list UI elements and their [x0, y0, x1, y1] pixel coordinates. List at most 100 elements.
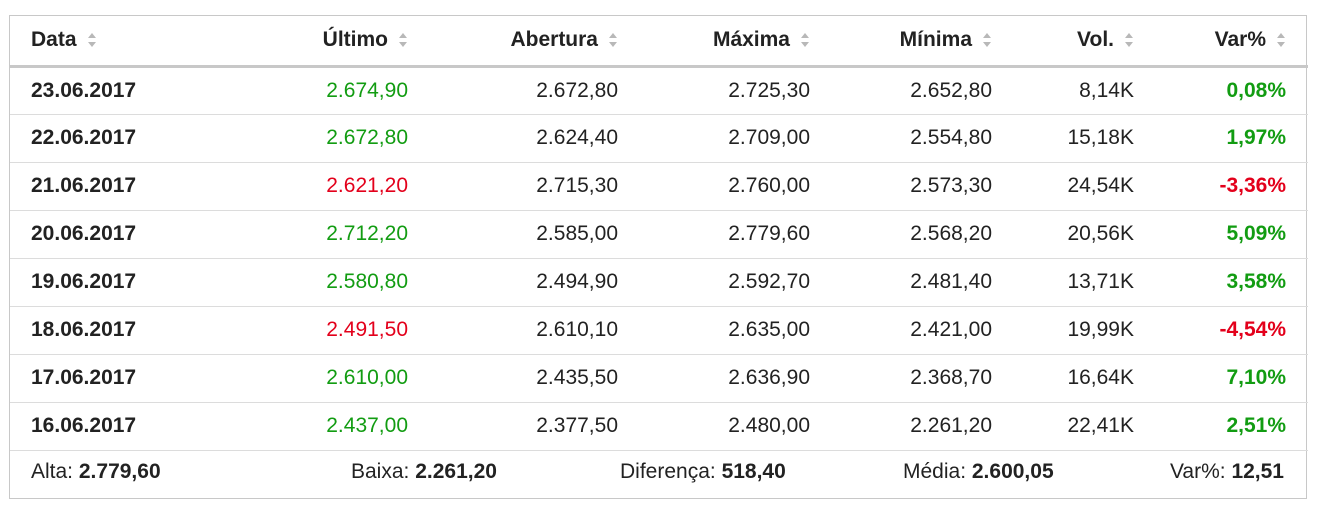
sort-updown-icon[interactable]	[608, 32, 618, 48]
column-header-label: Vol.	[1077, 28, 1114, 52]
table-header-row: Data Último Abertura Máxima Mínima Vol. …	[10, 16, 1308, 68]
summary-var: Var%: 12,51	[1170, 460, 1284, 484]
cell-date: 17.06.2017	[31, 366, 137, 389]
summary-diff: Diferença: 518,40	[620, 460, 786, 484]
column-header-label: Máxima	[712, 28, 790, 52]
table-row: 17.06.2017 2.610,00 2.435,50 2.636,90 2.368,…	[10, 354, 1308, 402]
cell-open: 2.624,40	[536, 126, 618, 149]
cell-low: 2.421,00	[910, 318, 992, 341]
column-header-low[interactable]: Mínima	[832, 16, 1014, 68]
table-row: 21.06.2017 2.621,20 2.715,30 2.760,00 2.573,…	[10, 162, 1308, 210]
cell-high: 2.592,70	[728, 270, 810, 293]
summary-avg-label: Média:	[903, 459, 967, 483]
column-header-vol[interactable]: Vol.	[1014, 16, 1156, 68]
cell-vol: 19,99K	[1067, 318, 1134, 341]
summary-low-value: 2.261,20	[415, 459, 497, 483]
summary-high-label: Alta:	[31, 459, 74, 483]
cell-last: 2.437,00	[326, 414, 408, 437]
cell-last: 2.610,00	[326, 366, 408, 389]
column-header-high[interactable]: Máxima	[640, 16, 832, 68]
cell-var: 0,08%	[1226, 78, 1286, 102]
cell-low: 2.261,20	[910, 414, 992, 437]
column-header-label: Mínima	[899, 28, 972, 52]
cell-vol: 20,56K	[1067, 222, 1134, 245]
column-header-open[interactable]: Abertura	[430, 16, 640, 68]
cell-var: -4,54%	[1219, 318, 1286, 341]
cell-open: 2.610,10	[536, 318, 618, 341]
cell-high: 2.480,00	[728, 414, 810, 437]
table-row: 20.06.2017 2.712,20 2.585,00 2.779,60 2.568,…	[10, 210, 1308, 258]
table-row: 19.06.2017 2.580,80 2.494,90 2.592,70 2.481,…	[10, 258, 1308, 306]
column-header-last[interactable]: Último	[200, 16, 430, 68]
table-body: 23.06.2017 2.674,90 2.672,80 2.725,30 2.652,…	[10, 66, 1308, 450]
cell-open: 2.494,90	[536, 270, 618, 293]
cell-var: 5,09%	[1226, 222, 1286, 245]
sort-updown-icon[interactable]	[398, 32, 408, 48]
cell-high: 2.725,30	[728, 78, 810, 102]
historical-data-table: Data Último Abertura Máxima Mínima Vol. …	[10, 16, 1308, 451]
cell-low: 2.568,20	[910, 222, 992, 245]
cell-last: 2.712,20	[326, 222, 408, 245]
summary-high: Alta: 2.779,60	[31, 460, 161, 484]
table-row: 16.06.2017 2.437,00 2.377,50 2.480,00 2.261,…	[10, 402, 1308, 450]
sort-updown-icon[interactable]	[800, 32, 810, 48]
summary-var-value: 12,51	[1231, 459, 1284, 483]
summary-bar: Alta: 2.779,60 Baixa: 2.261,20 Diferença…	[10, 451, 1306, 496]
sort-updown-icon[interactable]	[982, 32, 992, 48]
cell-vol: 13,71K	[1067, 270, 1134, 293]
cell-date: 22.06.2017	[31, 126, 137, 149]
summary-diff-value: 518,40	[721, 459, 786, 483]
summary-low: Baixa: 2.261,20	[351, 460, 497, 484]
table-row: 18.06.2017 2.491,50 2.610,10 2.635,00 2.421,…	[10, 306, 1308, 354]
cell-high: 2.709,00	[728, 126, 810, 149]
cell-vol: 24,54K	[1067, 174, 1134, 197]
cell-open: 2.435,50	[536, 366, 618, 389]
column-header-date[interactable]: Data	[10, 16, 200, 68]
column-header-label: Abertura	[510, 28, 598, 52]
summary-avg: Média: 2.600,05	[903, 460, 1054, 484]
summary-avg-value: 2.600,05	[971, 459, 1054, 483]
sort-updown-icon[interactable]	[87, 32, 97, 48]
cell-open: 2.715,30	[536, 174, 618, 197]
cell-date: 21.06.2017	[31, 174, 137, 197]
cell-last: 2.580,80	[326, 270, 408, 293]
cell-var: -3,36%	[1219, 174, 1286, 197]
cell-date: 16.06.2017	[31, 414, 137, 437]
cell-last: 2.674,90	[326, 78, 408, 102]
cell-date: 20.06.2017	[31, 222, 137, 245]
column-header-label: Último	[322, 28, 388, 52]
cell-open: 2.377,50	[536, 414, 618, 437]
cell-last: 2.621,20	[326, 174, 408, 197]
column-header-label: Var%	[1214, 28, 1266, 52]
cell-last: 2.491,50	[326, 318, 408, 341]
cell-date: 19.06.2017	[31, 270, 137, 293]
summary-diff-label: Diferença:	[620, 459, 716, 483]
cell-date: 18.06.2017	[31, 318, 137, 341]
summary-low-label: Baixa:	[351, 459, 410, 483]
sort-updown-icon[interactable]	[1124, 32, 1134, 48]
cell-date: 23.06.2017	[31, 78, 137, 102]
table-row: 22.06.2017 2.672,80 2.624,40 2.709,00 2.554,…	[10, 114, 1308, 162]
cell-low: 2.554,80	[910, 126, 992, 149]
cell-var: 2,51%	[1226, 414, 1286, 437]
cell-vol: 8,14K	[1079, 78, 1134, 102]
cell-low: 2.652,80	[910, 78, 992, 102]
cell-open: 2.585,00	[536, 222, 618, 245]
summary-var-label: Var%:	[1169, 459, 1226, 483]
cell-vol: 22,41K	[1067, 414, 1134, 437]
column-header-var[interactable]: Var%	[1156, 16, 1308, 68]
cell-low: 2.481,40	[910, 270, 992, 293]
historical-data-panel: Data Último Abertura Máxima Mínima Vol. …	[9, 15, 1308, 499]
cell-vol: 16,64K	[1067, 366, 1134, 389]
cell-high: 2.635,00	[728, 318, 810, 341]
cell-var: 7,10%	[1226, 366, 1286, 389]
table-row: 23.06.2017 2.674,90 2.672,80 2.725,30 2.652,…	[10, 66, 1308, 114]
sort-updown-icon[interactable]	[1276, 32, 1286, 48]
cell-low: 2.573,30	[910, 174, 992, 197]
cell-last: 2.672,80	[326, 126, 408, 149]
cell-var: 1,97%	[1226, 126, 1286, 149]
summary-high-value: 2.779,60	[78, 459, 161, 483]
cell-vol: 15,18K	[1067, 126, 1134, 149]
cell-var: 3,58%	[1226, 270, 1286, 293]
cell-low: 2.368,70	[910, 366, 992, 389]
